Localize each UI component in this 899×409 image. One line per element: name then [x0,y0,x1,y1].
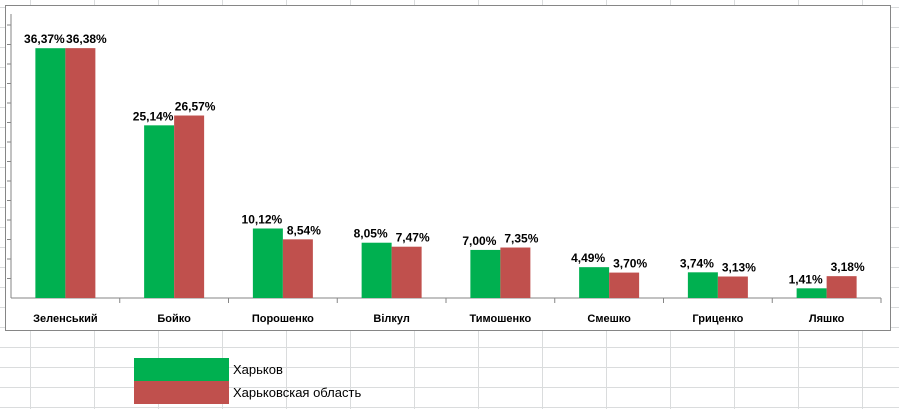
data-label: 3,70% [613,257,647,271]
legend-label-kharkiv: Харьков [233,362,283,377]
bar-kharkiv [252,228,283,298]
data-label: 8,54% [287,223,321,237]
data-label: 3,74% [680,256,714,270]
data-label: 26,57% [175,100,216,114]
chart-area: 36,37% 36,38% Зеленський 25,14% 26,57% Бойко 1… [5,5,891,331]
x-tick-label: Зеленський [33,313,98,325]
bar-kharkiv [579,267,610,298]
bar-kharkiv-oblast [65,48,96,299]
legend-swatch-kharkiv [134,358,229,381]
bar-kharkiv-oblast [717,276,748,298]
x-tick-label: Ляшко [809,313,845,325]
legend-label-kharkiv-oblast: Харьковская область [233,385,362,400]
data-label: 25,14% [133,109,174,123]
data-label: 36,37% [24,32,65,46]
bar-kharkiv [144,125,175,298]
bar-kharkiv-oblast [174,115,205,298]
data-label: 1,41% [789,272,823,286]
legend-swatch-kharkiv-oblast [134,381,229,404]
data-label: 7,00% [462,234,496,248]
legend: Харьков Харьковская область [134,358,434,404]
data-label: 7,47% [396,231,430,245]
legend-item-kharkiv: Харьков [134,358,283,381]
data-label: 8,05% [354,227,388,241]
x-tick-label: Вілкул [373,313,409,325]
legend-item-kharkiv-oblast: Харьковская область [134,381,361,404]
bar-kharkiv [35,48,66,299]
data-label: 3,18% [831,260,865,274]
bar-kharkiv-oblast [500,247,531,298]
bar-kharkiv [470,249,501,298]
x-tick-label: Тимошенко [469,313,531,325]
bar-kharkiv-oblast [391,246,422,298]
bar-kharkiv-oblast [826,276,857,298]
data-label: 36,38% [66,32,107,46]
bar-kharkiv [796,288,827,298]
bar-kharkiv-oblast [282,239,313,298]
data-label: 7,35% [504,232,538,246]
data-label: 3,13% [722,261,756,275]
data-label: 10,12% [242,212,283,226]
data-label: 4,49% [571,251,605,265]
bar-chart: 36,37% 36,38% Зеленський 25,14%26,57% Бойко 1… [7,14,882,325]
bar-kharkiv [361,242,392,298]
bar-kharkiv [687,272,718,298]
bar-kharkiv-oblast [609,272,640,298]
x-tick-label: Порошенко [252,313,314,325]
x-tick-label: Бойко [157,313,191,325]
x-tick-label: Гриценко [692,313,743,325]
x-tick-label: Смешко [587,313,631,325]
